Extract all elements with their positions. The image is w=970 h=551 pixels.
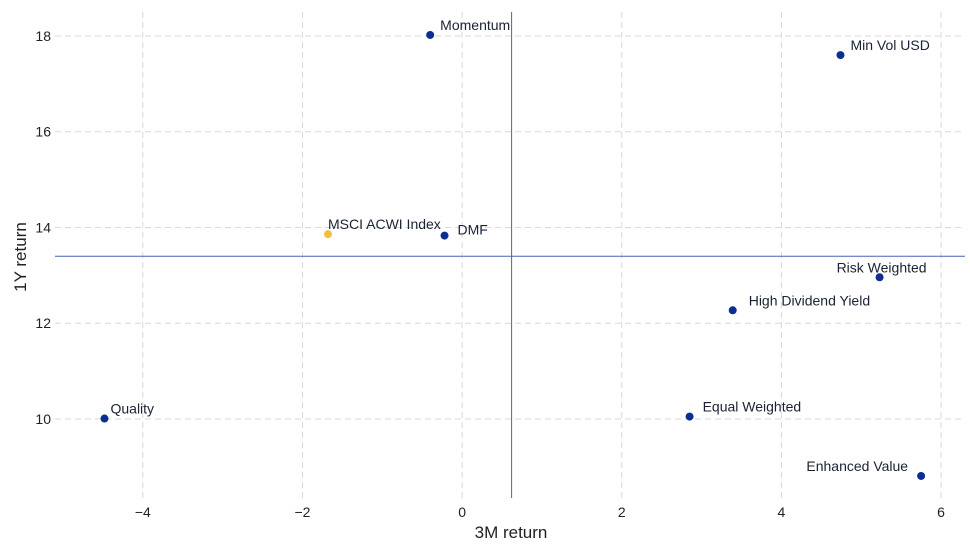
label-enhanced-value: Enhanced Value xyxy=(806,458,908,474)
y-tick-label: 16 xyxy=(35,124,51,140)
data-points xyxy=(100,30,926,480)
point-momentum xyxy=(426,30,435,39)
label-min-vol-usd: Min Vol USD xyxy=(850,37,929,53)
reference-lines xyxy=(55,12,965,498)
x-tick-label: 0 xyxy=(458,504,466,520)
point-quality xyxy=(100,414,109,423)
x-tick-label: −4 xyxy=(135,504,151,520)
label-risk-weighted: Risk Weighted xyxy=(837,259,927,275)
grid-lines xyxy=(55,12,965,498)
x-axis-title: 3M return xyxy=(475,523,548,542)
y-tick-label: 12 xyxy=(35,315,51,331)
point-min-vol-usd xyxy=(836,51,845,60)
x-tick-label: 2 xyxy=(618,504,626,520)
y-tick-label: 14 xyxy=(35,219,51,235)
tick-labels: −4 −2 0 2 4 6 10 12 14 16 18 xyxy=(35,28,945,520)
label-momentum: Momentum xyxy=(440,17,510,33)
label-msci-acwi-index: MSCI ACWI Index xyxy=(328,216,441,232)
y-axis-title: 1Y return xyxy=(11,222,30,292)
y-tick-label: 10 xyxy=(35,411,51,427)
point-enhanced-value xyxy=(917,471,926,480)
x-tick-label: 6 xyxy=(937,504,945,520)
point-equal-weighted xyxy=(685,412,694,421)
label-quality: Quality xyxy=(110,401,154,417)
point-dmf xyxy=(440,231,449,240)
x-tick-label: −2 xyxy=(294,504,310,520)
point-risk-weighted xyxy=(875,273,884,282)
label-high-dividend-yield: High Dividend Yield xyxy=(749,292,870,308)
point-msci-acwi-index xyxy=(324,230,332,239)
point-labels: Momentum Min Vol USD MSCI ACWI Index DMF Ris… xyxy=(110,17,929,474)
x-tick-label: 4 xyxy=(778,504,786,520)
label-dmf: DMF xyxy=(458,222,488,238)
point-high-dividend-yield xyxy=(728,306,737,315)
y-tick-label: 18 xyxy=(35,28,51,44)
label-equal-weighted: Equal Weighted xyxy=(703,399,802,415)
